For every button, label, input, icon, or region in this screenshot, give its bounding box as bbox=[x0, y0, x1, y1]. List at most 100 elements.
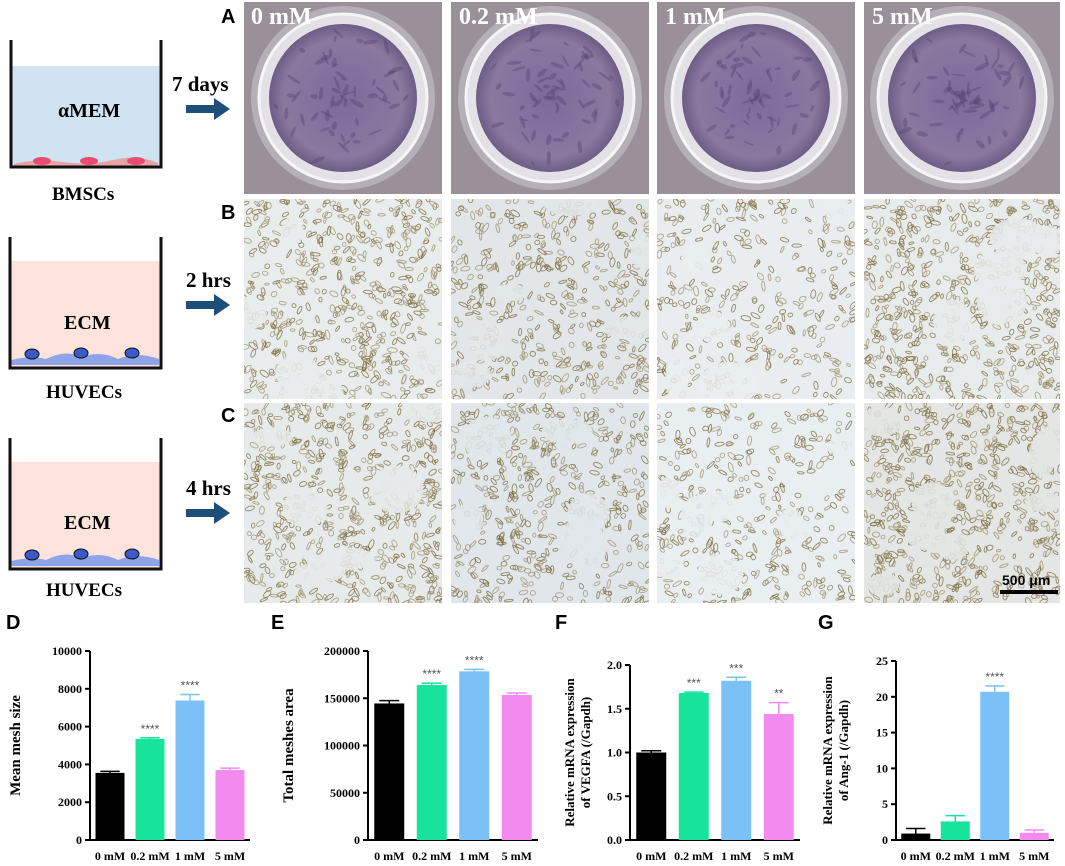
cell-label-3: HUVECs bbox=[46, 580, 123, 601]
x-tick-label: 5 mM bbox=[502, 849, 532, 863]
bar bbox=[459, 671, 490, 840]
panel-letter-b: B bbox=[221, 202, 236, 224]
y-tick-label: 200000 bbox=[324, 644, 360, 658]
x-tick-label: 1 mM bbox=[459, 849, 489, 863]
condition-label-0mm: 0 mM bbox=[251, 4, 312, 30]
arrow-right-icon bbox=[186, 98, 230, 120]
bar bbox=[636, 752, 667, 840]
condition-label-1mm: 1 mM bbox=[665, 4, 726, 30]
x-tick-label: 1 mM bbox=[721, 849, 751, 863]
culture-well-huvec-4h bbox=[6, 438, 166, 573]
panel-letter-a: A bbox=[221, 6, 236, 28]
y-tick-label: 2000 bbox=[58, 795, 82, 809]
microscopy-photo bbox=[244, 403, 442, 603]
bar bbox=[135, 738, 165, 840]
bar bbox=[95, 772, 125, 840]
y-tick-label: 0.5 bbox=[607, 789, 622, 803]
x-tick-label: 0.2 mM bbox=[674, 849, 713, 863]
bar bbox=[763, 714, 794, 840]
chart-d: 0 2000 4000 6000 8000 10000 0 mM **** 0.2 mM ****… bbox=[8, 644, 250, 863]
significance-label: *** bbox=[687, 676, 701, 690]
y-tick-label: 0 bbox=[354, 833, 360, 847]
significance-label: **** bbox=[985, 670, 1004, 684]
significance-label: **** bbox=[181, 678, 200, 692]
y-tick-label: 10000 bbox=[52, 644, 82, 658]
medium-label-3: ECM bbox=[64, 512, 111, 534]
medium-label-2: ECM bbox=[64, 312, 111, 334]
y-axis-label: of VEGFA (/Gapdh) bbox=[578, 697, 593, 808]
scale-bar bbox=[1000, 590, 1058, 594]
microscopy-photo bbox=[657, 199, 855, 399]
y-axis-label: of Ang-1 (/Gapdh) bbox=[836, 700, 851, 801]
bar bbox=[901, 833, 931, 840]
panel-letter-e: E bbox=[271, 612, 285, 634]
arrow-right-icon bbox=[186, 294, 230, 316]
y-tick-label: 0 bbox=[882, 833, 888, 847]
chart-e: 0 50000 100000 150000 200000 0 mM **** 0.2 mM **… bbox=[281, 644, 538, 863]
y-axis-label: Relative mRNA expression bbox=[820, 675, 835, 824]
y-tick-label: 6000 bbox=[58, 720, 82, 734]
chart-f: 0.0 0.5 1.0 1.5 2.0 0 mM *** 0.2 mM *** 1 mM ** 5 m… bbox=[562, 658, 800, 863]
x-tick-label: 5 mM bbox=[1019, 849, 1049, 863]
microscopy-photo bbox=[657, 403, 855, 603]
y-tick-label: 0.0 bbox=[607, 833, 622, 847]
bar bbox=[215, 770, 245, 840]
well-photo bbox=[864, 2, 1060, 194]
chart-g: 0 5 10 15 20 25 0 mM 0.2 mM **** 1 mM 5 mM Relative… bbox=[820, 654, 1054, 863]
bar bbox=[721, 680, 752, 840]
condition-label-02mm: 0.2 mM bbox=[459, 4, 538, 30]
y-tick-label: 15 bbox=[876, 726, 888, 740]
y-tick-label: 150000 bbox=[324, 691, 360, 705]
bar bbox=[501, 694, 532, 840]
well-photo bbox=[451, 2, 649, 194]
y-tick-label: 10 bbox=[876, 761, 888, 775]
x-tick-label: 1 mM bbox=[980, 849, 1010, 863]
bar bbox=[175, 700, 205, 840]
condition-label-5mm: 5 mM bbox=[872, 4, 933, 30]
x-tick-label: 0.2 mM bbox=[130, 849, 169, 863]
culture-well-huvec-2h bbox=[6, 237, 166, 372]
significance-label: **** bbox=[422, 667, 441, 681]
x-tick-label: 0.2 mM bbox=[412, 849, 451, 863]
scale-bar-label: 500 μm bbox=[1002, 572, 1051, 588]
y-axis-label: Relative mRNA expression bbox=[562, 677, 577, 826]
y-tick-label: 25 bbox=[876, 654, 888, 668]
y-tick-label: 8000 bbox=[58, 682, 82, 696]
y-tick-label: 2.0 bbox=[607, 658, 622, 672]
y-tick-label: 100000 bbox=[324, 739, 360, 753]
significance-label: **** bbox=[465, 653, 484, 667]
panel-letter-f: F bbox=[555, 612, 568, 634]
cell-label-1: BMSCs bbox=[52, 184, 115, 205]
culture-well-bmsc-drawing bbox=[9, 40, 163, 169]
x-tick-label: 0 mM bbox=[636, 849, 666, 863]
culture-well-huvec-4h-drawing bbox=[8, 438, 163, 571]
time-label-1: 7 days bbox=[172, 72, 229, 96]
arrow-right-icon bbox=[186, 502, 230, 524]
bar bbox=[980, 691, 1010, 840]
bar bbox=[940, 821, 970, 840]
y-tick-label: 1.0 bbox=[607, 746, 622, 760]
y-tick-label: 20 bbox=[876, 690, 888, 704]
panel-letter-c: C bbox=[221, 405, 236, 427]
culture-well-huvec-2h-drawing bbox=[8, 237, 163, 370]
y-tick-label: 1.5 bbox=[607, 702, 622, 716]
x-tick-label: 0.2 mM bbox=[936, 849, 975, 863]
y-tick-label: 4000 bbox=[58, 757, 82, 771]
microscopy-photo bbox=[451, 199, 649, 399]
microscopy-photo bbox=[864, 403, 1060, 603]
microscopy-photo bbox=[244, 199, 442, 399]
well-photo bbox=[244, 2, 442, 194]
medium-label-1: αMEM bbox=[58, 100, 121, 122]
significance-label: ** bbox=[774, 687, 784, 701]
y-tick-label: 5 bbox=[882, 797, 888, 811]
x-tick-label: 5 mM bbox=[764, 849, 794, 863]
y-tick-label: 50000 bbox=[330, 786, 360, 800]
y-tick-label: 0 bbox=[76, 833, 82, 847]
cell-label-2: HUVECs bbox=[46, 382, 123, 403]
significance-label: **** bbox=[141, 722, 160, 736]
significance-label: *** bbox=[729, 661, 743, 675]
bar bbox=[416, 685, 447, 840]
x-tick-label: 1 mM bbox=[175, 849, 205, 863]
time-label-3: 4 hrs bbox=[186, 476, 231, 500]
